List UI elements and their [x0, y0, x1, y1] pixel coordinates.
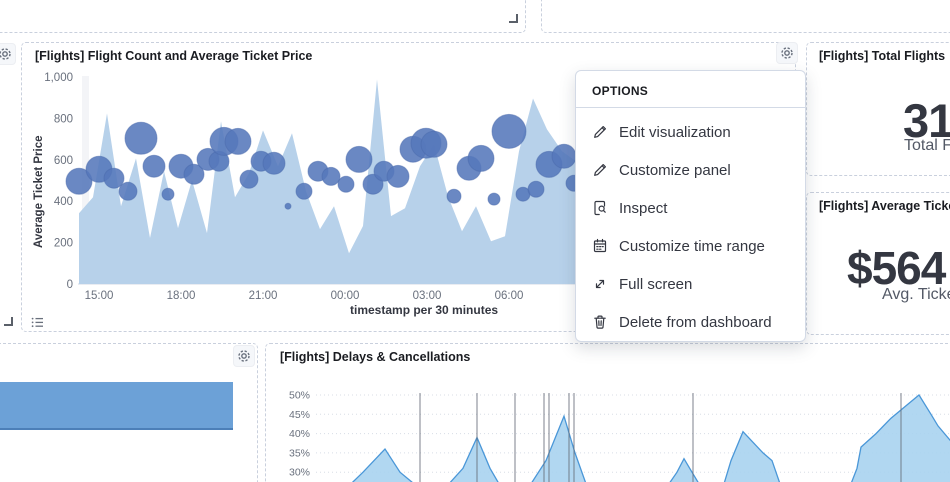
legend-toggle-icon[interactable] — [31, 316, 44, 329]
gear-icon — [781, 47, 793, 59]
svg-text:00:00: 00:00 — [331, 290, 360, 302]
svg-text:15:00: 15:00 — [85, 290, 114, 302]
bubble-point — [103, 167, 125, 189]
bubble-point — [183, 163, 205, 185]
bubble-point — [386, 164, 410, 188]
gear-icon — [0, 48, 11, 60]
pencil-icon — [594, 164, 606, 176]
bubble-point — [420, 130, 448, 158]
menu-item-customize-time-range[interactable]: Customize time range — [576, 227, 805, 265]
top-left-panel-remnant — [0, 0, 526, 33]
bubble-point — [467, 144, 495, 172]
svg-text:03:00: 03:00 — [413, 290, 442, 302]
delays-chart[interactable]: 50% 45% 40% 35% 30% — [266, 344, 950, 482]
left-panel-resize-handle[interactable] — [4, 317, 13, 326]
bubble-point — [239, 169, 259, 189]
bubble-point — [491, 113, 527, 149]
total-flights-value: 31 — [903, 94, 950, 147]
panel-delays: [Flights] Delays & Cancellations 50% 45% 4… — [265, 343, 950, 482]
menu-item-label: Full screen — [619, 275, 693, 293]
bar-segment[interactable] — [0, 382, 233, 430]
bubble-point — [321, 166, 341, 186]
svg-text:35%: 35% — [289, 447, 310, 459]
svg-text:400: 400 — [54, 196, 73, 208]
bubble-point — [118, 181, 138, 201]
gear-icon — [238, 350, 250, 362]
svg-text:40%: 40% — [289, 428, 310, 440]
panel-total-flights-title: [Flights] Total Flights — [819, 49, 946, 63]
bubble-point — [446, 188, 462, 204]
panel-bottom-left-bar — [0, 343, 258, 482]
pencil-icon — [594, 126, 606, 138]
menu-item-label: Delete from dashboard — [619, 313, 772, 331]
menu-item-label: Customize panel — [619, 161, 731, 179]
menu-divider — [576, 107, 805, 108]
bubble-point — [284, 202, 292, 210]
panel-flight-count-title: [Flights] Flight Count and Average Ticke… — [35, 49, 313, 63]
avg-ticket-price-value: $564 — [847, 242, 946, 294]
panel-options-menu: OPTIONS Edit visualization — [575, 70, 806, 342]
svg-text:06:00: 06:00 — [495, 290, 524, 302]
svg-text:1,000: 1,000 — [44, 72, 73, 84]
svg-text:50%: 50% — [289, 390, 310, 402]
bubble-point — [65, 167, 93, 195]
options-menu-header: OPTIONS — [592, 84, 649, 98]
bubble-point — [295, 182, 313, 200]
menu-item-label: Customize time range — [619, 237, 765, 255]
svg-text:200: 200 — [54, 238, 73, 250]
trash-icon — [594, 315, 606, 329]
bubble-point — [262, 151, 286, 175]
panel-delays-title: [Flights] Delays & Cancellations — [280, 350, 471, 364]
svg-text:800: 800 — [54, 113, 73, 125]
bubble-point — [487, 192, 501, 206]
svg-text:45%: 45% — [289, 409, 310, 421]
svg-text:18:00: 18:00 — [167, 290, 196, 302]
menu-item-full-screen[interactable]: Full screen — [576, 265, 805, 303]
menu-item-customize-panel[interactable]: Customize panel — [576, 151, 805, 189]
delays-area — [531, 414, 587, 482]
flight-count-chart[interactable]: 0 200 400 600 800 1,000 15:00 18:00 21:00 00:00 03… — [22, 43, 797, 333]
top-right-panel-remnant — [541, 0, 950, 33]
bubble-point — [527, 180, 545, 198]
menu-item-delete-from-dashboard[interactable]: Delete from dashboard — [576, 303, 805, 341]
menu-item-label: Inspect — [619, 199, 668, 217]
panel-avg-ticket-price-title: [Flights] Average Ticket Pr — [819, 199, 950, 213]
options-menu-list: Edit visualization Customize panel — [576, 108, 805, 341]
delays-area — [351, 447, 413, 482]
flight-count-gear-button[interactable] — [776, 42, 798, 64]
bubble-point — [124, 121, 158, 155]
x-axis-title: timestamp per 30 minutes — [350, 303, 499, 317]
bottom-left-panel-gear-button[interactable] — [233, 345, 255, 367]
menu-item-edit-visualization[interactable]: Edit visualization — [576, 113, 805, 151]
top-panel-resize-handle[interactable] — [509, 14, 518, 23]
menu-item-label: Edit visualization — [619, 123, 731, 141]
delays-area — [449, 435, 499, 482]
bubble-point — [142, 154, 166, 178]
calendar-icon — [593, 238, 607, 253]
panel-avg-ticket-price: [Flights] Average Ticket Pr $564 Avg. Ti… — [806, 192, 950, 335]
fullscreen-icon — [595, 279, 605, 289]
svg-text:30%: 30% — [289, 467, 310, 479]
panel-total-flights: [Flights] Total Flights 31 Total Fli — [806, 42, 950, 176]
svg-text:600: 600 — [54, 155, 73, 167]
left-panel-gear-button[interactable] — [0, 43, 16, 65]
menu-item-inspect[interactable]: Inspect — [576, 189, 805, 227]
bubble-point — [551, 143, 577, 169]
area-series — [79, 79, 576, 284]
delays-area — [669, 457, 699, 482]
delays-area — [723, 430, 781, 482]
bubble-point — [337, 175, 355, 193]
total-flights-label: Total Fli — [904, 137, 950, 154]
svg-text:21:00: 21:00 — [249, 290, 278, 302]
bubble-point — [345, 145, 373, 173]
svg-text:0: 0 — [67, 279, 73, 291]
inspect-icon — [594, 200, 606, 216]
bubble-point — [224, 127, 252, 155]
avg-ticket-price-label: Avg. Ticke — [882, 286, 950, 303]
bubble-point — [161, 187, 175, 201]
